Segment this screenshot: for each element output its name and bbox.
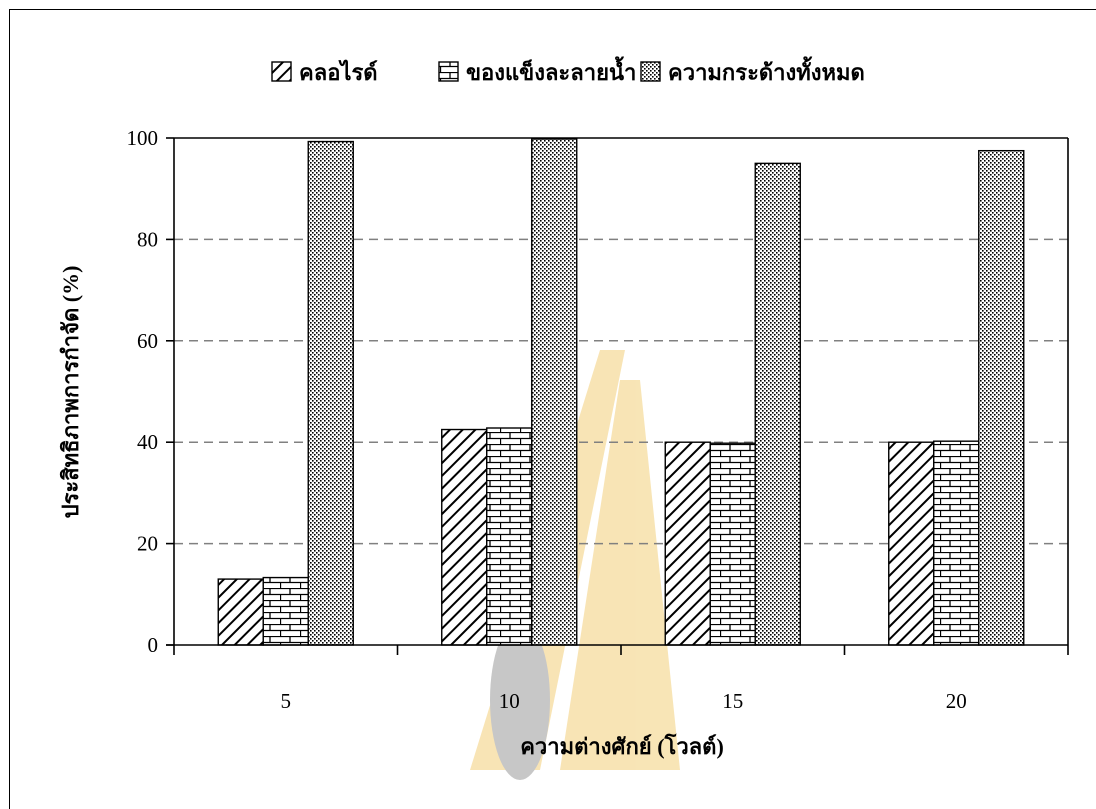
bar-chart: 0 20 40 60 80 100 5 10 15 20 ความต่างศักย์ (โวลต์…	[58, 56, 1069, 780]
bar-dots-15	[754, 162, 801, 646]
y-tick-label-20: 20	[137, 532, 158, 556]
bar-diagonal-15	[664, 441, 711, 646]
y-axis-title: ประสิทธิภาพการกำจัด (%)	[58, 266, 83, 519]
x-tick-label-5: 5	[281, 689, 292, 713]
bar-dots-10	[531, 138, 578, 646]
bar-dots-5	[307, 140, 354, 646]
y-tick-label-60: 60	[137, 329, 158, 353]
legend: คลอไรด์ ของแข็งละลายน้ำ ความกระด้างทั้งหมด	[271, 56, 865, 85]
y-tick-label-0: 0	[148, 633, 159, 657]
bar-diagonal-10	[441, 428, 488, 646]
legend-label-diagonal: คลอไรด์	[299, 59, 378, 85]
bar-diagonal-20	[888, 441, 935, 646]
legend-swatch-dots	[640, 61, 661, 82]
legend-swatch-diagonal	[271, 61, 292, 82]
y-tick-label-80: 80	[137, 227, 158, 251]
y-tick-label-40: 40	[137, 430, 158, 454]
chart-frame	[9, 9, 1096, 809]
axes	[166, 137, 1069, 646]
x-tick-label-15: 15	[722, 689, 743, 713]
bar-brick-10	[486, 427, 533, 646]
bar-brick-15	[709, 442, 756, 646]
bars	[217, 138, 1025, 646]
legend-label-dots: ความกระด้างทั้งหมด	[668, 56, 865, 85]
legend-swatch-brick	[438, 61, 459, 82]
y-tick-label-100: 100	[127, 126, 159, 150]
x-axis-title: ความต่างศักย์ (โวลต์)	[520, 733, 724, 759]
legend-label-brick: ของแข็งละลายน้ำ	[466, 56, 636, 85]
bar-brick-20	[933, 440, 980, 646]
x-tick-label-10: 10	[499, 689, 520, 713]
bar-dots-20	[978, 149, 1025, 646]
bar-diagonal-5	[217, 578, 264, 646]
tick-labels: 0 20 40 60 80 100 5 10 15 20	[127, 126, 1069, 713]
bar-brick-5	[262, 576, 309, 646]
x-tick-label-20: 20	[946, 689, 967, 713]
